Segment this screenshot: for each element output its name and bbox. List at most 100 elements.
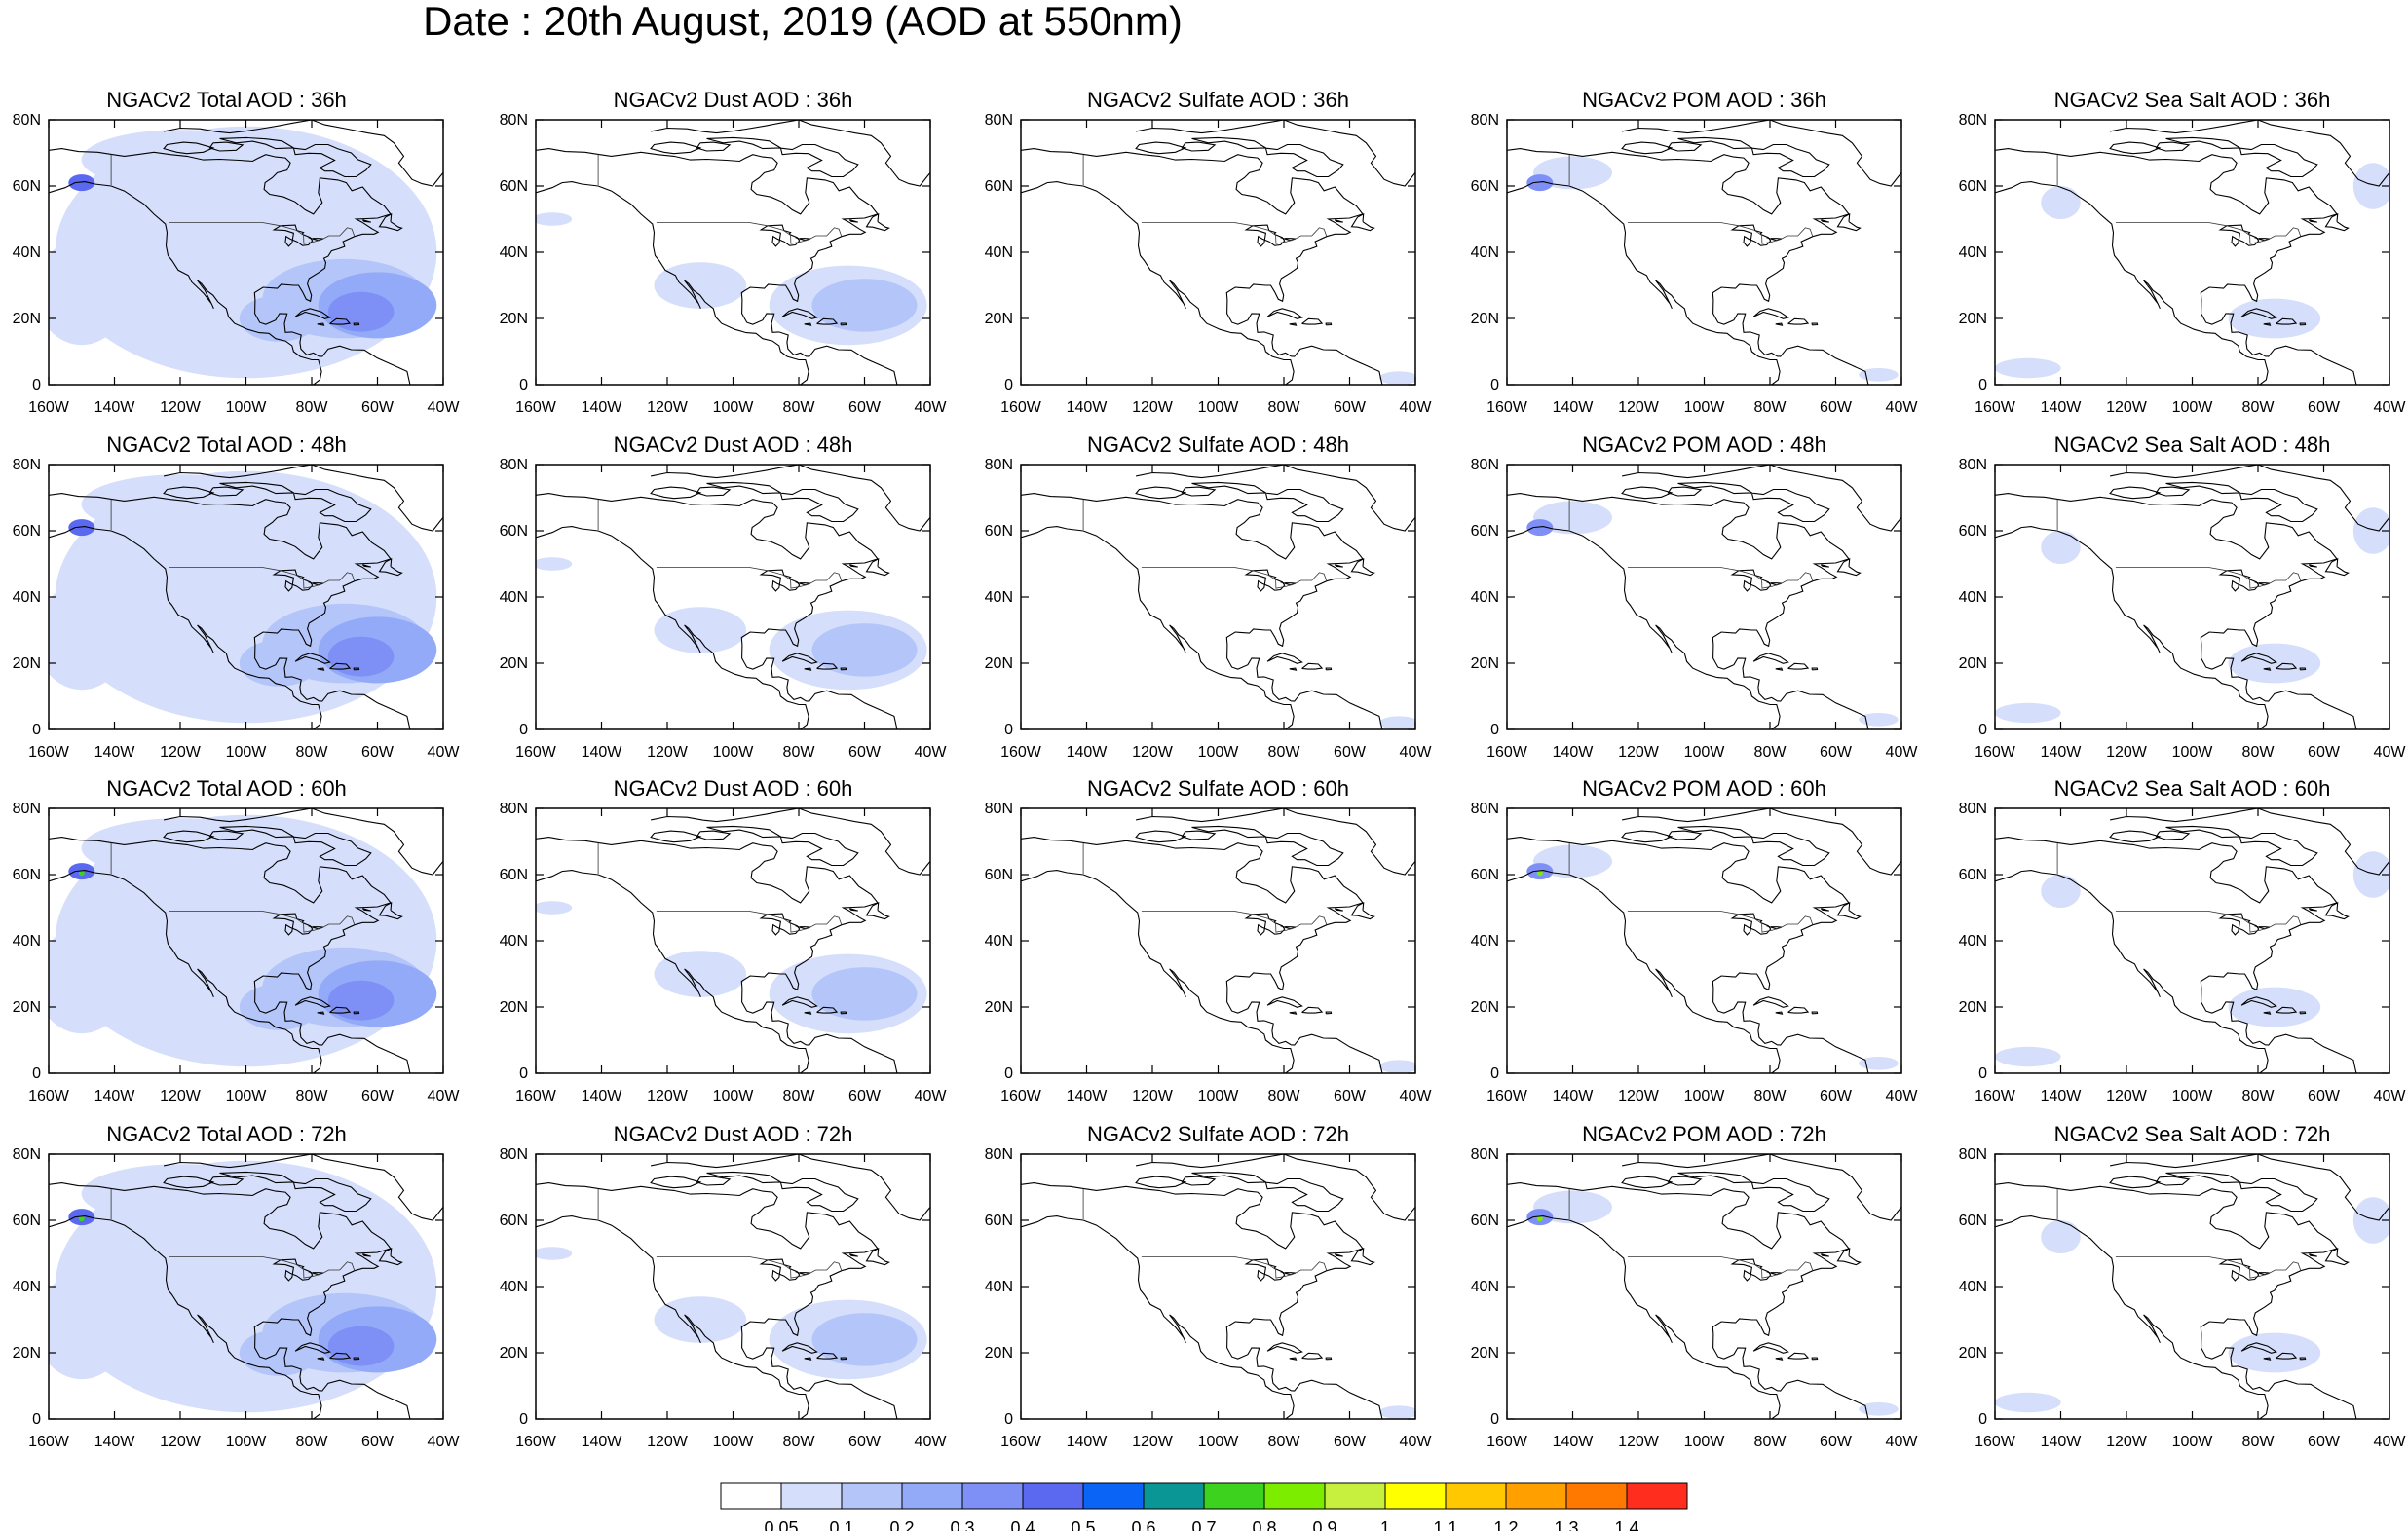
- x-tick-label: 140W: [1553, 1434, 1595, 1450]
- y-tick-label: 80N: [500, 1146, 528, 1163]
- coastline: [1820, 219, 1829, 223]
- coastline: [650, 808, 800, 823]
- coastline: [1667, 830, 1703, 840]
- coastlines: [1507, 808, 1901, 1073]
- coastline: [1730, 569, 1772, 592]
- y-tick-label: 0: [1978, 1411, 1987, 1428]
- panel-title: NGACv2 Sea Salt AOD : 60h: [2054, 776, 2331, 801]
- x-tick-label: 160W: [1975, 1088, 2016, 1104]
- coastline: [1730, 224, 1772, 247]
- coastline: [1820, 1253, 1829, 1257]
- colorbar-swatch: [1082, 1482, 1145, 1510]
- y-tick-label: 60N: [1471, 178, 1499, 195]
- y-tick-label: 80N: [1959, 801, 1987, 817]
- map-frame: [1020, 1153, 1416, 1420]
- coastline: [163, 141, 215, 155]
- coastline: [1021, 148, 1415, 385]
- colorbar-swatch: [1022, 1482, 1084, 1510]
- us-canada-border: [2115, 222, 2302, 244]
- panel-title: NGACv2 Total AOD : 60h: [106, 776, 347, 801]
- map-panel-r2-c2: NGACv2 Dust AOD : 48h 80N 60N 40N 20N 0 160W 14…: [500, 432, 948, 761]
- y-tick-label: 80N: [13, 112, 41, 129]
- x-tick-label: 100W: [1198, 1088, 1240, 1104]
- x-tick-label: 140W: [1067, 744, 1109, 761]
- coastline: [1325, 1357, 1333, 1361]
- y-tick-label: 80N: [1471, 457, 1499, 473]
- y-tick-label: 60N: [500, 523, 528, 540]
- coastline: [798, 808, 930, 876]
- x-tick-label: 40W: [2374, 1434, 2407, 1450]
- aod-contour: [2352, 1197, 2389, 1244]
- coastline: [798, 1154, 930, 1221]
- coastline: [219, 1171, 372, 1213]
- colorbar-swatch: [961, 1482, 1024, 1510]
- coastlines: [49, 808, 443, 1073]
- x-tick-label: 40W: [915, 1434, 948, 1450]
- y-tick-label: 80N: [985, 457, 1013, 473]
- aod-field: [49, 814, 437, 1067]
- us-canada-border: [1627, 1256, 1814, 1279]
- coastline: [2299, 322, 2307, 326]
- x-tick-label: 160W: [1486, 399, 1528, 416]
- map-frame: [1994, 807, 2390, 1074]
- coastline: [1266, 653, 1303, 664]
- x-tick-label: 80W: [783, 744, 816, 761]
- x-tick-label: 160W: [1486, 1088, 1528, 1104]
- aod-contour: [1995, 357, 2061, 379]
- coastline: [378, 212, 403, 232]
- map-frame: [535, 119, 931, 386]
- coastline: [2263, 1357, 2272, 1361]
- coastline: [1775, 1357, 1784, 1361]
- panel-title: NGACv2 Sea Salt AOD : 48h: [2054, 432, 2331, 457]
- x-tick-label: 120W: [160, 744, 202, 761]
- y-tick-label: 0: [519, 1411, 528, 1428]
- x-tick-label: 120W: [1132, 744, 1174, 761]
- coastline: [1191, 825, 1344, 867]
- coastline: [1995, 493, 2389, 729]
- coastline: [696, 830, 732, 840]
- colorbar-swatch: [780, 1482, 843, 1510]
- aod-contour: [811, 279, 918, 332]
- coastline: [272, 913, 314, 936]
- coastline: [1507, 181, 1781, 385]
- map-frame: [1994, 464, 2390, 730]
- coastline: [1752, 308, 1789, 319]
- aod-contour: [2352, 163, 2389, 209]
- coastline: [163, 830, 215, 843]
- x-tick-label: 160W: [515, 744, 557, 761]
- coastline: [1135, 808, 1285, 823]
- map-frame: [535, 1153, 931, 1420]
- map-panel-r1-c3: NGACv2 Sulfate AOD : 36h 80N 60N 40N 20N 0 160…: [985, 88, 1433, 416]
- y-tick-label: 40N: [13, 933, 41, 950]
- colorbar-swatch: [1445, 1482, 1507, 1510]
- coastline: [759, 569, 801, 592]
- coastline: [2257, 1154, 2389, 1221]
- coastline: [1836, 212, 1862, 232]
- x-tick-label: 100W: [713, 1434, 755, 1450]
- x-tick-label: 160W: [515, 399, 557, 416]
- map-panel-r3-c2: NGACv2 Dust AOD : 60h 80N 60N 40N 20N 0 160W 14…: [500, 776, 948, 1104]
- coastline: [2165, 136, 2318, 178]
- aod-field: [536, 901, 927, 1034]
- colorbar-label: 0.8: [1252, 1518, 1276, 1531]
- coastline: [317, 1357, 325, 1361]
- x-tick-label: 80W: [783, 1088, 816, 1104]
- coastline: [1787, 317, 1810, 325]
- y-tick-label: 0: [1004, 377, 1013, 393]
- x-tick-label: 100W: [1198, 399, 1240, 416]
- coastline: [650, 141, 702, 155]
- coastline: [2308, 219, 2317, 223]
- x-tick-label: 40W: [428, 1434, 461, 1450]
- us-canada-border: [1141, 567, 1328, 589]
- aod-contour: [1995, 1392, 2061, 1413]
- x-tick-label: 40W: [1886, 399, 1919, 416]
- y-tick-label: 0: [1490, 1065, 1499, 1082]
- coastline: [696, 141, 732, 152]
- colorbar-swatch: [901, 1482, 963, 1510]
- coastline: [2240, 308, 2277, 319]
- coastline: [816, 1006, 839, 1014]
- x-tick-label: 80W: [296, 1088, 329, 1104]
- us-canada-border: [169, 911, 356, 933]
- y-tick-label: 40N: [985, 589, 1013, 606]
